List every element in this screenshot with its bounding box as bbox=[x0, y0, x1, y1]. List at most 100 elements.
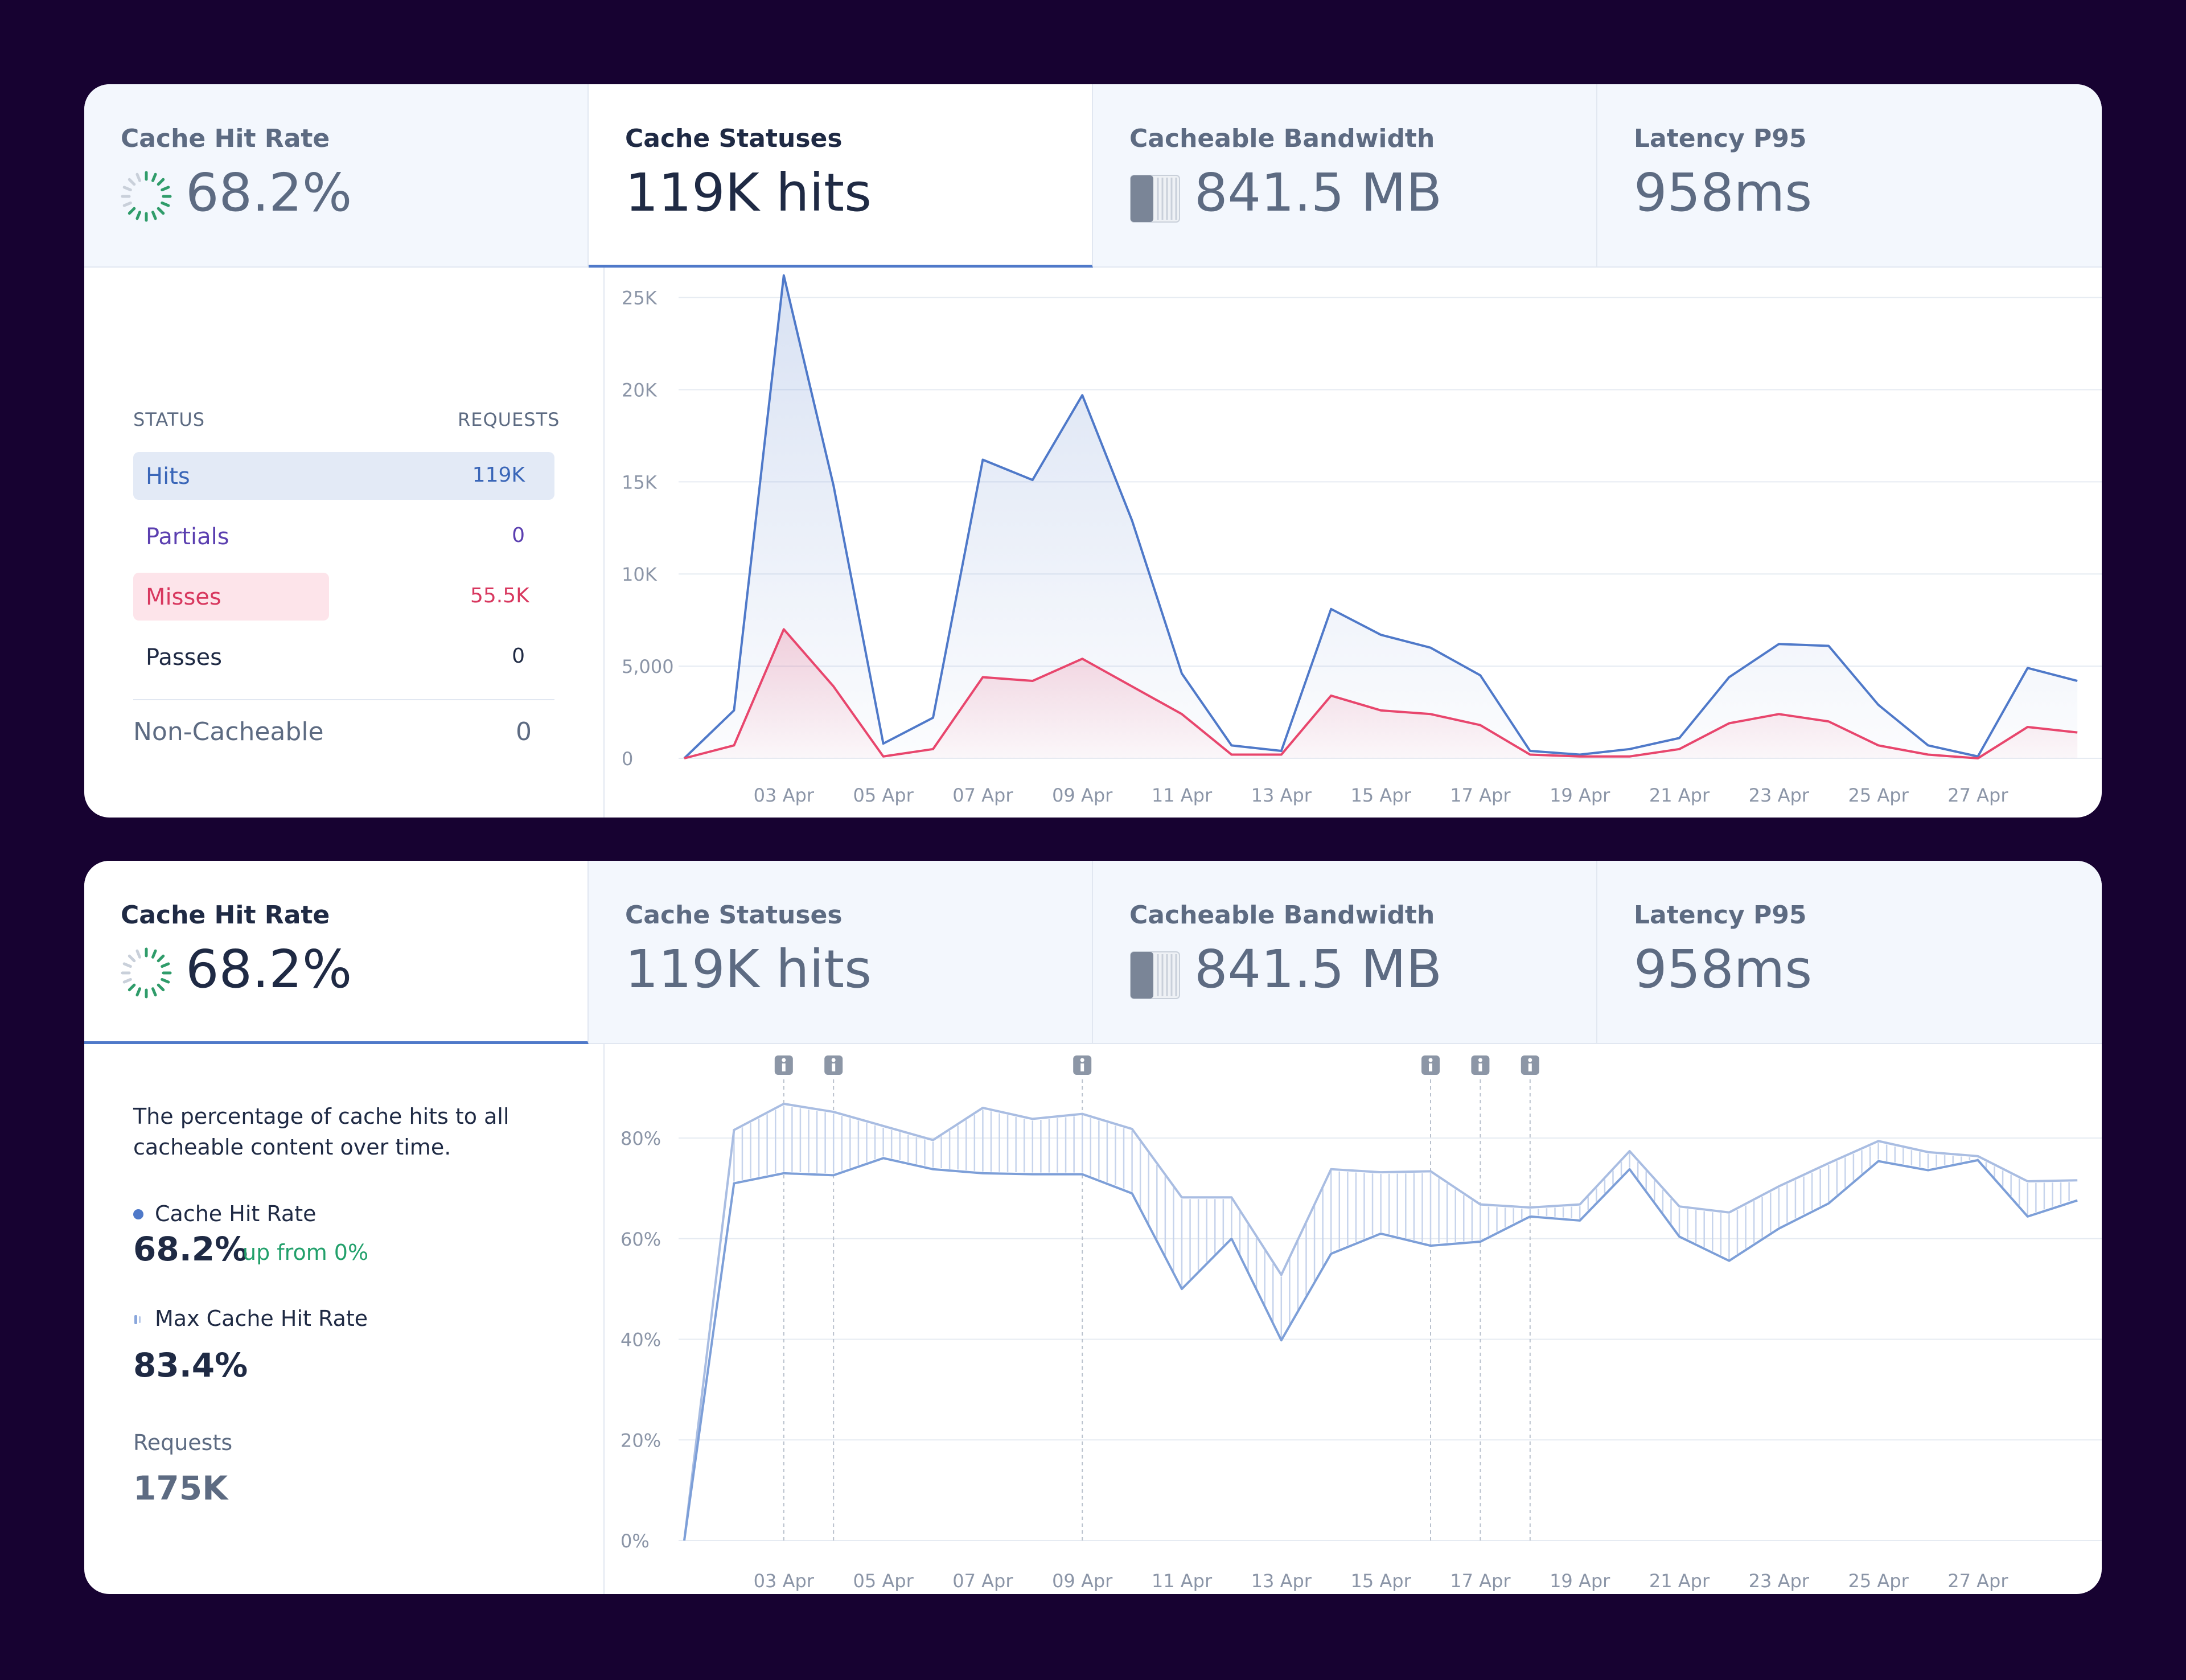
tab-value: 958ms bbox=[1634, 162, 1813, 223]
metric-description: The percentage of cache hits to all cach… bbox=[133, 1104, 509, 1160]
y-tick-label: 0% bbox=[621, 1530, 650, 1552]
x-tick-label: 07 Apr bbox=[952, 1570, 1013, 1592]
ring-segment bbox=[135, 949, 142, 959]
tab-title: Cache Statuses bbox=[625, 901, 843, 930]
tab-title: Cache Hit Rate bbox=[121, 901, 330, 930]
status-label: Passes bbox=[146, 644, 222, 671]
tab-value: 68.2% bbox=[186, 162, 352, 223]
hit-rate-legend-dot bbox=[133, 1209, 143, 1219]
tab-latency-p95[interactable]: Latency P95 958ms bbox=[1597, 861, 2102, 1044]
x-tick-label: 17 Apr bbox=[1450, 1570, 1511, 1592]
info-icon-stem bbox=[782, 1063, 786, 1071]
tab-cache-hit-rate[interactable]: Cache Hit Rate 68.2% bbox=[84, 84, 589, 268]
status-row-partials[interactable]: Partials 0 bbox=[133, 512, 554, 560]
max-hit-rate-line bbox=[683, 1102, 2078, 1541]
x-tick-label: 09 Apr bbox=[1052, 784, 1113, 806]
status-label: Hits bbox=[146, 463, 190, 490]
max-rate-legend-icon bbox=[134, 1315, 141, 1324]
cache-hit-rate-panel: Cache Hit Rate 68.2% Cache Statuses 119K… bbox=[84, 861, 2102, 1594]
ring-segment bbox=[151, 211, 157, 220]
ring-segment bbox=[157, 954, 165, 963]
y-tick-label: 25K bbox=[622, 287, 658, 309]
hits-area bbox=[684, 275, 2078, 758]
status-row-misses[interactable]: Misses 55.5K bbox=[133, 573, 529, 621]
tab-value: 119K hits bbox=[625, 939, 872, 1000]
cache-statuses-chart[interactable]: 0 5,000 10K 15K 20K 25K 03 Apr 05 Apr 07 Apr 09 A… bbox=[605, 268, 2102, 818]
hit-rate-change: up from 0% bbox=[243, 1240, 369, 1265]
ring-segment bbox=[128, 178, 136, 186]
noncacheable-value: 0 bbox=[516, 717, 532, 746]
ring-segment bbox=[135, 987, 142, 997]
info-icon-stem bbox=[1478, 1063, 1482, 1071]
y-tick-label: 20K bbox=[622, 379, 658, 401]
x-tick-label: 21 Apr bbox=[1649, 784, 1710, 806]
y-tick-label: 0 bbox=[622, 748, 633, 770]
status-value: 0 bbox=[512, 524, 525, 547]
tab-title: Cache Statuses bbox=[625, 124, 843, 153]
ring-segment bbox=[161, 977, 170, 984]
tab-value: 841.5 MB bbox=[1194, 162, 1443, 223]
tab-cache-hit-rate[interactable]: Cache Hit Rate 68.2% bbox=[84, 861, 589, 1044]
tab-title: Latency P95 bbox=[1634, 124, 1807, 153]
misses-series-line bbox=[684, 628, 2078, 759]
status-value: 0 bbox=[512, 644, 525, 668]
x-tick-label: 25 Apr bbox=[1848, 1570, 1909, 1592]
status-row-hits[interactable]: Hits 119K bbox=[133, 452, 554, 500]
x-tick-label: 23 Apr bbox=[1749, 1570, 1810, 1592]
bandwidth-fill bbox=[1131, 952, 1153, 999]
ring-segment bbox=[135, 211, 142, 220]
info-icon-stem bbox=[1080, 1063, 1084, 1071]
hit-rate-legend-label: Cache Hit Rate bbox=[155, 1201, 317, 1226]
status-label: Partials bbox=[146, 524, 229, 550]
x-tick-label: 03 Apr bbox=[754, 784, 815, 806]
ring-segment bbox=[122, 186, 132, 192]
x-tick-label: 27 Apr bbox=[1947, 784, 2008, 806]
bandwidth-bar-icon bbox=[1130, 175, 1180, 223]
x-tick-label: 11 Apr bbox=[1152, 784, 1213, 806]
x-tick-label: 19 Apr bbox=[1550, 784, 1610, 806]
x-tick-label: 17 Apr bbox=[1450, 784, 1511, 806]
y-tick-label: 20% bbox=[621, 1430, 661, 1451]
hits-series-line bbox=[683, 274, 2078, 759]
x-tick-label: 03 Apr bbox=[754, 1570, 815, 1592]
metric-tabs: Cache Hit Rate 68.2% Cache Statuses 119K… bbox=[84, 84, 2102, 268]
requests-label: Requests bbox=[133, 1430, 233, 1455]
info-icon-dot bbox=[782, 1058, 786, 1062]
tab-cache-statuses[interactable]: Cache Statuses 119K hits bbox=[589, 84, 1093, 268]
ring-segment bbox=[128, 983, 136, 992]
status-row-passes[interactable]: Passes 0 bbox=[133, 633, 554, 681]
cache-hit-rate-chart[interactable]: 0% 20% 40% 60% 80% 03 Apr 05 Apr 07 Apr 09 Apr 11… bbox=[605, 1044, 2102, 1594]
x-tick-label: 13 Apr bbox=[1251, 784, 1312, 806]
divider bbox=[133, 699, 554, 700]
ring-segment bbox=[157, 178, 165, 186]
ring-segment bbox=[151, 172, 157, 182]
tab-cacheable-bandwidth[interactable]: Cacheable Bandwidth 841.5 MB bbox=[1093, 861, 1597, 1044]
x-tick-label: 09 Apr bbox=[1052, 1570, 1113, 1592]
ring-segment bbox=[157, 207, 165, 215]
ring-segment bbox=[135, 172, 142, 182]
x-tick-label: 21 Apr bbox=[1649, 1570, 1710, 1592]
cache-statuses-panel: Cache Hit Rate 68.2% Cache Statuses 119K… bbox=[84, 84, 2102, 818]
tab-latency-p95[interactable]: Latency P95 958ms bbox=[1597, 84, 2102, 268]
status-label: Misses bbox=[146, 584, 221, 610]
bandwidth-fill bbox=[1131, 175, 1153, 222]
ring-segment bbox=[122, 962, 132, 968]
info-icon-dot bbox=[1428, 1058, 1433, 1062]
x-tick-label: 23 Apr bbox=[1749, 784, 1810, 806]
hit-rate-line bbox=[683, 1157, 2078, 1541]
info-icon-dot bbox=[1080, 1058, 1084, 1062]
tab-value: 958ms bbox=[1634, 939, 1813, 1000]
tab-cache-statuses[interactable]: Cache Statuses 119K hits bbox=[589, 861, 1093, 1044]
tab-title: Latency P95 bbox=[1634, 901, 1807, 930]
misses-area bbox=[684, 629, 2078, 758]
x-tick-label: 25 Apr bbox=[1848, 784, 1909, 806]
tab-value: 119K hits bbox=[625, 162, 872, 223]
ring-segment bbox=[128, 207, 136, 215]
info-icon-stem bbox=[1528, 1063, 1532, 1071]
info-icon-dot bbox=[831, 1058, 836, 1062]
tab-cacheable-bandwidth[interactable]: Cacheable Bandwidth 841.5 MB bbox=[1093, 84, 1597, 268]
noncacheable-label: Non-Cacheable bbox=[133, 717, 324, 746]
status-value: 55.5K bbox=[470, 584, 529, 607]
requests-column-header: REQUESTS bbox=[458, 409, 560, 430]
x-tick-label: 05 Apr bbox=[853, 784, 914, 806]
